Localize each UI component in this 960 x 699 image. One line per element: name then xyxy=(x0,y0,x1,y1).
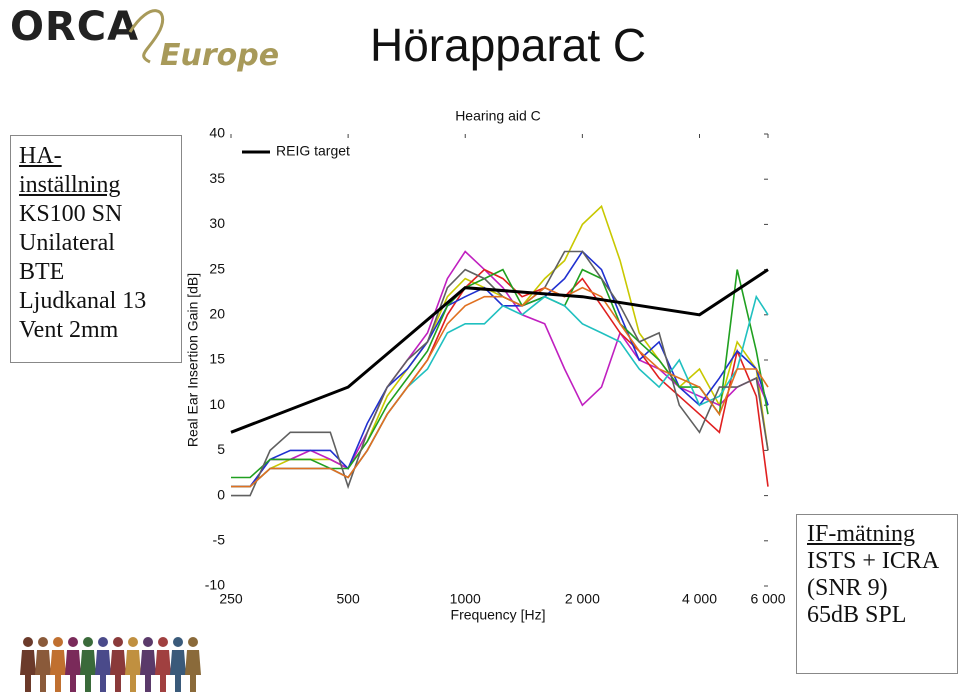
person-body xyxy=(65,650,81,692)
person-body xyxy=(35,650,51,692)
y-tick-label: 0 xyxy=(217,486,225,502)
chart-title: Hearing aid C xyxy=(455,108,541,124)
y-tick-label: 30 xyxy=(209,215,225,231)
measurement-box: IF-mätning ISTS + ICRA (SNR 9) 65dB SPL xyxy=(796,514,958,674)
person-body xyxy=(185,650,201,692)
legend-label: REIG target xyxy=(276,143,350,159)
person-head xyxy=(128,637,138,647)
x-tick-label: 6 000 xyxy=(750,591,785,607)
people-decoration xyxy=(20,637,201,692)
measured-line xyxy=(231,294,769,488)
target-line xyxy=(230,268,769,434)
y-tick-label: 35 xyxy=(209,170,225,186)
measured-line xyxy=(231,204,769,488)
logo-text: ORCA xyxy=(10,4,140,50)
person-body xyxy=(170,650,186,692)
measurement-line: 65dB SPL xyxy=(807,602,907,628)
x-tick-label: 250 xyxy=(219,591,243,607)
y-tick-label: 25 xyxy=(209,260,225,276)
x-tick-label: 1000 xyxy=(450,591,481,607)
x-tick-label: 4 000 xyxy=(682,591,717,607)
person-head xyxy=(173,637,183,647)
logo-swirl xyxy=(128,9,165,64)
person-head xyxy=(53,637,63,647)
person-head xyxy=(98,637,108,647)
person-body xyxy=(140,650,156,692)
settings-line: Ljudkanal 13 xyxy=(19,288,147,314)
settings-line: Unilateral xyxy=(19,230,115,256)
person-body xyxy=(155,650,171,692)
person-head xyxy=(113,637,123,647)
person-body xyxy=(95,650,111,692)
x-axis-label: Frequency [Hz] xyxy=(451,607,546,623)
settings-heading: HA-inställning xyxy=(19,143,121,198)
settings-line: Vent 2mm xyxy=(19,317,119,343)
logo: ORCA Europe xyxy=(10,4,279,73)
person-head xyxy=(83,637,93,647)
person-head xyxy=(143,637,153,647)
person-head xyxy=(23,637,33,647)
person-body xyxy=(50,650,66,692)
person-body xyxy=(125,650,141,692)
person-head xyxy=(158,637,168,647)
person-head xyxy=(38,637,48,647)
measurement-heading: IF-mätning xyxy=(807,521,915,547)
measurement-line: (SNR 9) xyxy=(807,575,888,601)
person-body xyxy=(20,650,36,692)
page-title: Hörapparat C xyxy=(370,19,647,71)
y-tick-label: 40 xyxy=(209,125,225,141)
person-head xyxy=(68,637,78,647)
measurement-line: ISTS + ICRA xyxy=(807,548,940,574)
settings-line: KS100 SN xyxy=(19,201,123,227)
settings-line: BTE xyxy=(19,259,65,285)
person-body xyxy=(80,650,96,692)
measured-line xyxy=(231,250,769,488)
measured-line xyxy=(231,268,769,479)
y-tick-label: 15 xyxy=(209,351,225,367)
person-head xyxy=(188,637,198,647)
y-tick-label: -10 xyxy=(205,577,225,593)
y-axis-label: Real Ear Insertion Gain [dB] xyxy=(185,273,201,447)
y-tick-label: 10 xyxy=(209,396,225,412)
x-tick-label: 500 xyxy=(336,591,360,607)
logo-subtext: Europe xyxy=(160,38,280,73)
y-tick-label: 20 xyxy=(209,306,225,322)
person-body xyxy=(110,650,126,692)
x-tick-label: 2 000 xyxy=(565,591,600,607)
y-tick-label: -5 xyxy=(213,532,226,548)
settings-box: HA-inställning KS100 SN Unilateral BTE L… xyxy=(10,135,182,363)
measured-line xyxy=(231,286,769,488)
y-tick-label: 5 xyxy=(217,441,225,457)
